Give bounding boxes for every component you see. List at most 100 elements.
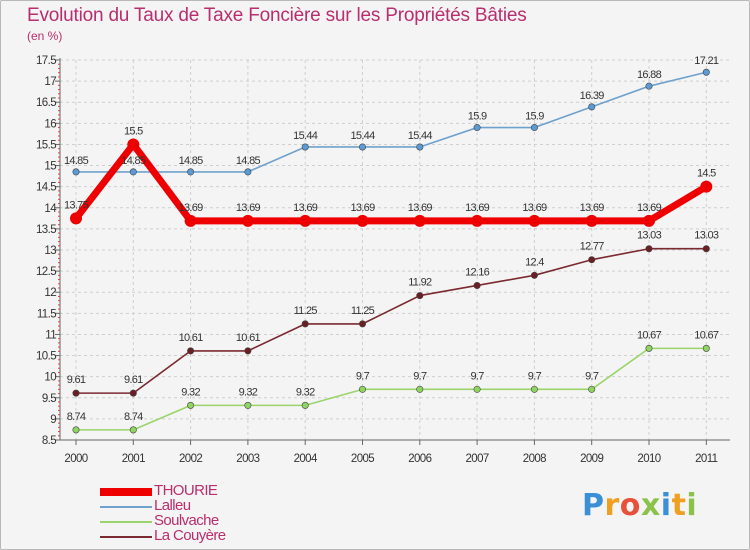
legend-item-soulvache: Soulvache [100,512,400,529]
y-tick-label: 8.5 [42,435,56,447]
y-tick-label: 15 [44,161,56,173]
y-tick-label: 14.5 [36,182,56,194]
data-point-thourie [127,138,140,151]
data-point-thourie [241,214,254,227]
series-line-soulvache [75,347,708,431]
data-point-thourie [413,214,426,227]
data-point-thourie [471,214,484,227]
y-tick-label: 13.5 [36,224,56,236]
y-tick-label: 17 [44,76,56,88]
data-point-la-couy-re [645,245,653,253]
legend-item-lalleu: Lalleu [100,497,400,514]
data-label-lalleu: 16.39 [580,90,605,102]
data-point-lalleu [588,103,596,111]
data-label-lalleu: 15.44 [408,130,433,142]
data-point-lalleu [473,124,481,132]
x-tick-label: 2008 [523,453,546,465]
data-point-thourie [356,214,369,227]
y-tick-label: 15.5 [36,139,56,151]
data-label-thourie: 13.69 [522,202,547,214]
y-tick-label: 9.5 [42,393,56,405]
data-point-lalleu [358,143,366,151]
data-label-la-couy-re: 12.4 [525,256,544,268]
data-label-lalleu: 17.21 [694,55,719,67]
legend-swatch-lalleu [100,506,152,508]
y-tick-label: 16 [44,118,56,130]
legend-label-lalleu: Lalleu [154,497,191,514]
y-tick-label: 9 [50,414,56,426]
data-label-la-couy-re: 13.03 [694,230,719,242]
data-label-la-couy-re: 13.03 [637,230,662,242]
logo-letter: t [671,488,687,523]
data-label-la-couy-re: 11.25 [294,305,318,317]
data-label-la-couy-re: 10.61 [179,332,204,344]
y-tick-label: 14 [44,203,57,215]
data-point-lalleu [129,168,137,176]
data-label-soulvache: 9.7 [356,370,370,382]
y-tick-label: 17.5 [36,55,56,67]
legend-swatch-thourie [100,488,152,496]
y-tick-label: 16.5 [36,97,56,109]
data-label-lalleu: 14.85 [64,155,89,167]
data-point-soulvache [473,385,481,393]
data-label-soulvache: 9.32 [181,386,200,398]
x-axis-ticks: 2000 2001 2002 2003 2004 2005 2006 2007 2008 2009… [64,440,718,465]
data-point-thourie [643,214,655,227]
data-label-soulvache: 8.74 [67,411,86,423]
data-label-soulvache: 9.7 [470,370,484,382]
data-point-soulvache [72,426,80,434]
data-point-soulvache [702,344,710,352]
data-point-la-couy-re [588,256,596,264]
data-point-la-couy-re [72,389,80,397]
data-label-soulvache: 9.7 [413,370,427,382]
data-point-lalleu [301,143,309,151]
data-point-soulvache [530,385,538,393]
data-label-la-couy-re: 12.16 [465,266,490,278]
data-point-lalleu [72,168,80,176]
data-label-thourie: 15.5 [124,125,143,137]
data-point-thourie [585,214,598,227]
y-tick-label: 12.5 [36,266,56,278]
logo-letter: o [619,488,641,523]
data-label-thourie: 13.69 [465,202,490,214]
data-label-soulvache: 9.7 [528,370,542,382]
series-line-la-couy-re [75,247,708,394]
logo-letter: P [582,488,605,523]
y-tick-label: 10 [44,372,56,384]
data-point-lalleu [530,124,538,132]
data-point-lalleu [416,143,424,151]
x-tick-label: 2004 [294,453,318,465]
y-axis-ticks: 8.5 9 9.5 10 10.5 11 11.5 12 12.5 13 13.5 14 14.5 15 1… [36,55,60,447]
logo-letter: x [640,488,661,523]
data-label-soulvache: 9.7 [585,370,599,382]
y-tick-label: 12 [44,287,56,299]
data-point-la-couy-re [187,347,195,355]
data-label-la-couy-re: 9.61 [124,374,143,386]
data-point-la-couy-re [358,320,366,328]
y-tick-label: 11.5 [37,308,56,320]
data-point-soulvache [301,401,309,409]
data-point-soulvache [645,344,653,352]
legend-label-soulvache: Soulvache [154,512,219,529]
data-point-soulvache [358,385,366,393]
y-tick-label: 11 [45,329,56,341]
data-point-thourie [299,214,312,227]
proxiti-logo: Proxiti [582,488,697,523]
y-tick-label: 13 [44,245,56,257]
legend-label-thourie: THOURIE [154,482,218,499]
data-label-lalleu: 14.85 [179,155,204,167]
data-point-thourie [184,214,197,227]
x-tick-label: 2006 [408,453,431,465]
data-label-lalleu: 15.44 [350,130,375,142]
legend-swatch-soulvache [100,521,152,523]
data-label-thourie: 13.69 [236,202,261,214]
data-point-la-couy-re [129,389,137,397]
series-group [70,68,713,434]
data-label-la-couy-re: 10.61 [236,332,261,344]
data-label-lalleu: 15.9 [468,111,487,123]
legend-swatch-la-couyere [100,536,152,538]
data-label-soulvache: 10.67 [694,329,719,341]
data-point-la-couy-re [244,347,252,355]
